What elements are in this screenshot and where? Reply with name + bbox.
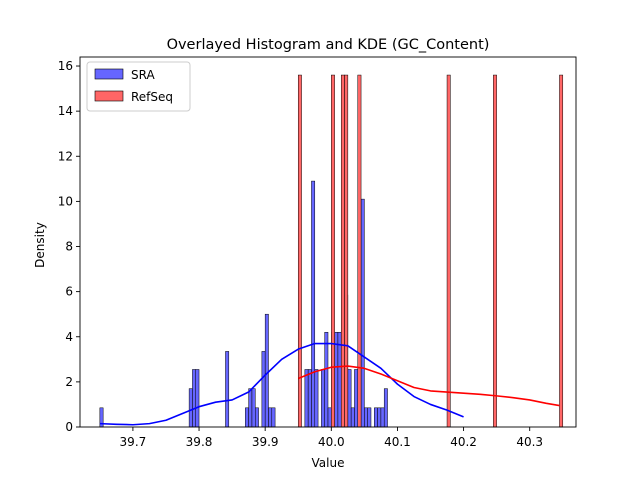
sra-bar bbox=[248, 388, 253, 428]
y-tick-label: 2 bbox=[65, 375, 73, 389]
refseq-bar bbox=[559, 74, 564, 428]
sra-bar bbox=[268, 407, 273, 428]
sra-bar bbox=[188, 388, 193, 428]
sra-bar bbox=[264, 313, 269, 428]
kde-lines bbox=[99, 342, 560, 426]
refseq-bar bbox=[297, 74, 302, 428]
sra-bar bbox=[251, 388, 256, 428]
sra-bar bbox=[255, 407, 259, 428]
sra-bar bbox=[374, 407, 378, 428]
y-tick-label: 6 bbox=[65, 285, 73, 299]
sra-bar bbox=[195, 369, 200, 428]
sra-bar bbox=[334, 331, 339, 428]
sra-bar bbox=[377, 407, 382, 428]
y-tick-label: 16 bbox=[58, 59, 73, 73]
x-axis-label: Value bbox=[312, 456, 345, 470]
x-tick-label: 39.7 bbox=[120, 435, 147, 449]
kde-line-sra bbox=[99, 342, 464, 426]
legend: SRA RefSeq bbox=[86, 61, 191, 112]
legend-label-sra: SRA bbox=[131, 68, 155, 82]
refseq-bar bbox=[340, 74, 345, 428]
x-tick-label: 40.1 bbox=[384, 435, 411, 449]
sra-bar bbox=[321, 369, 325, 428]
legend-label-refseq: RefSeq bbox=[131, 90, 173, 104]
sra-bar bbox=[324, 331, 329, 428]
sra-bar bbox=[354, 369, 359, 428]
y-tick-label: 12 bbox=[58, 149, 73, 163]
refseq-bar bbox=[344, 74, 349, 428]
sra-bar bbox=[350, 407, 355, 428]
sra-bar bbox=[311, 180, 316, 428]
sra-bar bbox=[304, 369, 309, 428]
refseq-bar bbox=[493, 74, 497, 428]
legend-swatch-refseq bbox=[94, 90, 124, 102]
sra-bar bbox=[337, 331, 342, 428]
axes: 39.7 39.8 39.9 40.0 40.1 40.2 40.3 0 2 4 6 8 10 12 14 1… bbox=[58, 56, 577, 449]
sra-bar bbox=[314, 369, 319, 428]
sra-bar bbox=[261, 351, 266, 428]
chart-title: Overlayed Histogram and KDE (GC_Content) bbox=[167, 37, 490, 53]
sra-bar bbox=[383, 388, 388, 428]
y-tick-label: 8 bbox=[65, 240, 73, 254]
y-tick-label: 0 bbox=[65, 420, 73, 434]
sra-bar bbox=[225, 351, 230, 428]
sra-bar bbox=[192, 369, 196, 428]
refseq-bar bbox=[446, 74, 451, 428]
refseq-bar bbox=[357, 74, 362, 428]
sra-bar bbox=[367, 407, 372, 428]
y-tick-label: 10 bbox=[58, 194, 73, 208]
x-tick-label: 39.9 bbox=[252, 435, 279, 449]
legend-swatch-sra bbox=[94, 68, 124, 80]
x-tick-label: 40.3 bbox=[516, 435, 543, 449]
sra-bar bbox=[307, 369, 312, 428]
y-tick-label: 14 bbox=[58, 104, 73, 118]
sra-bar bbox=[360, 198, 365, 428]
x-tick-label: 40.2 bbox=[450, 435, 477, 449]
sra-bar bbox=[380, 407, 385, 428]
y-axis-label: Density bbox=[33, 222, 47, 268]
sra-bar bbox=[327, 407, 332, 428]
y-tick-label: 4 bbox=[65, 330, 73, 344]
x-tick-label: 40.0 bbox=[318, 435, 345, 449]
sra-bar bbox=[347, 369, 352, 428]
axes-frame bbox=[79, 56, 577, 428]
sra-bar bbox=[245, 407, 249, 428]
kde-line-refseq bbox=[297, 365, 560, 407]
refseq-bar bbox=[331, 74, 335, 428]
sra-bar bbox=[271, 407, 276, 428]
sra-bar bbox=[364, 407, 368, 428]
x-tick-label: 39.8 bbox=[186, 435, 213, 449]
